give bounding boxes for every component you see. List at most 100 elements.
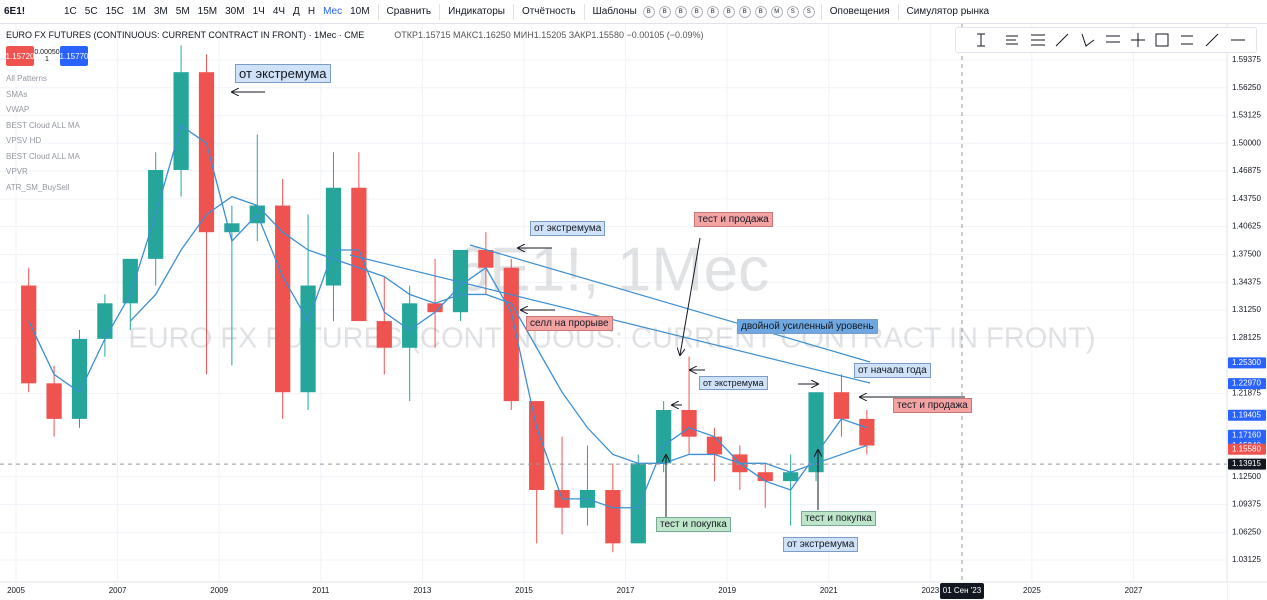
- badge[interactable]: B: [754, 5, 767, 18]
- badge[interactable]: B: [706, 5, 719, 18]
- sell-button[interactable]: 1.15720: [6, 46, 34, 66]
- x-tick-label: 2005: [7, 586, 25, 595]
- icons: [977, 33, 1245, 47]
- interval[interactable]: 1С: [64, 6, 77, 17]
- y-tick-label: 1.34375: [1232, 277, 1261, 286]
- candle-body: [275, 205, 291, 393]
- interval[interactable]: 15С: [105, 6, 124, 17]
- interval[interactable]: 4Ч: [272, 6, 286, 17]
- badge[interactable]: B: [674, 5, 687, 18]
- price-tag: [1228, 443, 1266, 455]
- toolbar-button[interactable]: Сравнить: [386, 6, 432, 17]
- badge[interactable]: B: [642, 5, 655, 18]
- price-tag-label: 1.13915: [1232, 459, 1261, 468]
- price-axis: [1227, 24, 1267, 600]
- sep: [512, 3, 514, 20]
- price-tag-label: 1.19405: [1232, 410, 1261, 419]
- interval[interactable]: Н: [307, 6, 316, 17]
- toolbar-button[interactable]: Отчётность: [521, 6, 576, 17]
- y-tick-label: 1.28125: [1232, 333, 1261, 342]
- candle-body: [783, 472, 799, 482]
- price-tag: [1228, 357, 1266, 369]
- y-tick-label: 1.46875: [1232, 166, 1261, 175]
- candle-body: [376, 321, 392, 348]
- interval[interactable]: Д: [293, 6, 300, 17]
- badge[interactable]: B: [722, 5, 735, 18]
- badge[interactable]: B: [658, 5, 671, 18]
- candle-body: [656, 409, 672, 464]
- interval[interactable]: 5М: [175, 6, 190, 17]
- price-tag-label: 1.25300: [1232, 358, 1261, 367]
- y-tick-label: 1.09375: [1232, 500, 1261, 509]
- y-tick-label: 1.56250: [1232, 83, 1261, 92]
- trend-line: [469, 244, 871, 363]
- candle-body: [681, 409, 697, 437]
- sep: [439, 3, 441, 20]
- price-tag: [1228, 458, 1266, 470]
- indicator: VWAP: [6, 105, 30, 114]
- candle-body: [808, 392, 824, 473]
- arrow: [680, 237, 701, 355]
- price-tag-label: 1.15580: [1232, 444, 1261, 453]
- candle-body: [859, 418, 875, 446]
- toolbar-button[interactable]: Индикаторы: [448, 6, 505, 17]
- candle-body: [21, 285, 37, 384]
- x-tick-label: 2019: [718, 586, 736, 595]
- toolbar-button[interactable]: Симулятор рынка: [906, 6, 990, 17]
- legend-ohlc: ОТКР1.15715 МАКС1.16250 МИН1.15205 ЗАКР1…: [394, 30, 704, 40]
- badge[interactable]: M: [770, 5, 783, 18]
- interval[interactable]: 3М: [153, 6, 168, 17]
- legend: EURO FX FUTURES (CONTINUOUS: CURRENT CON…: [6, 30, 704, 40]
- annotation: от экстремума: [699, 376, 768, 390]
- indicator: ATR_SM_BuySell: [6, 182, 70, 192]
- plot: [0, 45, 1227, 553]
- interval[interactable]: 10М: [350, 6, 370, 17]
- candle-body: [630, 463, 646, 544]
- spread-value: 0.00050: [34, 49, 60, 56]
- trade-buttons: 1.15720 0.00050 1 1.15770: [6, 46, 88, 66]
- candle-body: [706, 436, 723, 455]
- toolbar-button[interactable]: Оповещения: [829, 6, 890, 17]
- badge[interactable]: B: [738, 5, 751, 18]
- badge[interactable]: S: [802, 5, 815, 18]
- x-tick-label: 2011: [312, 586, 330, 595]
- badge[interactable]: S: [786, 5, 799, 18]
- indicator: VPSV HD: [6, 136, 42, 145]
- sep: [377, 3, 379, 20]
- x-tick-label: 2009: [210, 586, 228, 595]
- y-tick-label: 1.03125: [1232, 555, 1261, 564]
- drawing-tools: [955, 27, 1257, 53]
- y-tick-label: 1.21875: [1232, 388, 1261, 397]
- interval[interactable]: 1М: [131, 6, 146, 17]
- buy-button[interactable]: 1.15770: [60, 46, 88, 66]
- interval[interactable]: 1Ч: [252, 6, 265, 17]
- toolbar-button[interactable]: Шаблоны: [592, 6, 637, 17]
- interval[interactable]: 15М: [197, 6, 218, 17]
- candle-body: [529, 401, 545, 490]
- spread: 0.00050 1: [34, 46, 60, 66]
- tool-icons: [977, 33, 1245, 47]
- badge[interactable]: B: [690, 5, 703, 18]
- candle-body: [173, 72, 189, 170]
- interval[interactable]: Мес: [323, 6, 343, 17]
- candle-body: [198, 72, 215, 233]
- candle-body: [351, 187, 367, 322]
- axes: 1.59375 1.56250 1.53125 1.50000 1.46875 1.437…: [7, 55, 1266, 599]
- candle-body: [224, 223, 240, 233]
- candle-body: [503, 267, 519, 402]
- legend-title: EURO FX FUTURES (CONTINUOUS: CURRENT CON…: [6, 30, 365, 40]
- x-tick-label: 2015: [515, 586, 533, 595]
- interval[interactable]: 5С: [84, 6, 98, 17]
- arrows: [232, 92, 965, 517]
- annotation: тест и продажа: [893, 398, 972, 413]
- candle-body: [757, 472, 773, 482]
- top-toolbar: 6E1! 1С 5С 15С 1М 3М 5М 15М 30М 1Ч 4Ч Д Н Мес 10М Сравн…: [0, 0, 1267, 24]
- candle-body: [46, 383, 62, 419]
- candle-body: [300, 285, 316, 393]
- candle-body: [478, 249, 494, 268]
- symbol: 6E1!: [4, 6, 26, 17]
- annotation: от экстремума: [530, 221, 606, 236]
- x-tick-label: 2025: [1023, 586, 1041, 595]
- interval[interactable]: 30М: [225, 6, 245, 17]
